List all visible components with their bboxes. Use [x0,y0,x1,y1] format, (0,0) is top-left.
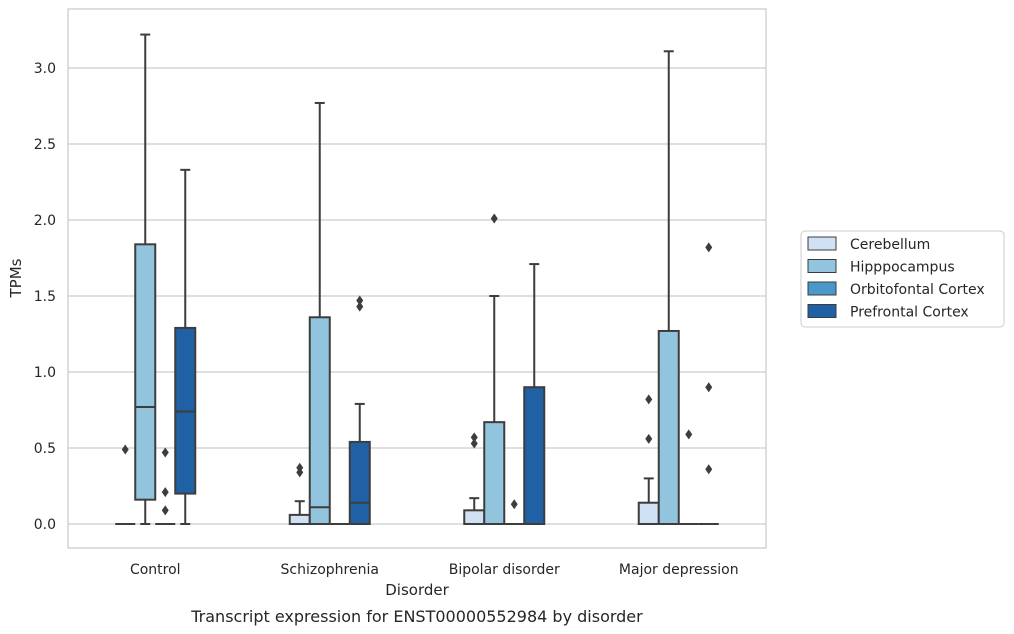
legend-swatch [807,259,837,273]
box-cerebellum [463,432,486,526]
box-prefrontal-cortex [348,295,371,526]
box-hipppocampus [483,213,506,525]
y-tick-label: 2.0 [34,213,56,229]
outlier-point [161,487,169,498]
legend-label: Prefrontal Cortex [850,305,969,321]
x-tick-label: Schizophrenia [281,562,379,578]
box-hipppocampus [308,101,331,525]
x-tick-label: Bipolar disorder [449,562,560,578]
box-body [523,386,546,526]
outlier-point [356,295,364,306]
outlier-point [121,444,129,455]
x-axis-label: Disorder [385,581,449,599]
box-cerebellum [115,444,136,525]
legend-swatch [807,304,837,318]
x-axis-ticks: Control Schizophrenia Bipolar disorder Majo… [130,562,739,578]
box-body [463,509,486,526]
box-groups [115,33,719,526]
y-tick-label: 3.0 [34,61,56,77]
box-body [483,421,506,525]
legend-swatch [807,281,837,296]
x-tick-label: Control [130,562,181,578]
box-body [308,316,331,525]
legend-frame [800,230,1005,328]
legend-label: Hipppocampus [850,260,955,276]
outlier-point [470,438,478,449]
y-tick-label: 0.0 [34,517,56,533]
box-hipppocampus [657,50,680,525]
box-prefrontal-cortex [698,242,719,525]
box-orbitofontal-cortex [155,447,176,525]
outlier-point [705,242,713,253]
outlier-point [510,499,518,510]
box-orbitofontal-cortex [678,429,699,525]
legend-label: Cerebellum [850,237,930,253]
outlier-point [161,447,169,458]
box-body [288,513,311,526]
box-body [134,243,157,501]
y-tick-label: 1.5 [34,289,56,305]
outlier-point [645,394,653,405]
outlier-point [356,301,364,312]
outlier-point [296,462,304,473]
outlier-point [490,213,498,224]
legend: Cerebellum Hipppocampus Orbitofontal Corte… [800,230,1005,328]
outlier-point [161,505,169,516]
outlier-point [705,464,713,475]
plot-area-frame [67,8,767,549]
legend-label: Orbitofontal Cortex [850,282,985,298]
y-tick-label: 2.5 [34,137,56,153]
y-tick-label: 1.0 [34,365,56,381]
box-body [637,501,660,526]
box-cerebellum [288,462,311,526]
box-cerebellum [637,394,660,526]
chart-caption: Transcript expression for ENST0000055298… [190,607,643,626]
outlier-point [645,433,653,444]
box-prefrontal-cortex [523,263,546,526]
x-tick-label: Major depression [619,562,739,578]
outlier-point [470,432,478,443]
box-prefrontal-cortex [174,168,197,525]
y-axis-ticks: 0.0 0.5 1.0 1.5 2.0 2.5 3.0 [34,61,56,533]
y-axis-label: TPMs [7,258,25,298]
box-body [348,440,371,526]
box-hipppocampus [134,33,157,525]
box-orbitofontal-cortex [504,499,525,525]
box-body [657,329,680,525]
y-tick-label: 0.5 [34,441,56,457]
outlier-point [705,382,713,393]
outlier-point [685,429,693,440]
legend-swatch [807,236,837,251]
